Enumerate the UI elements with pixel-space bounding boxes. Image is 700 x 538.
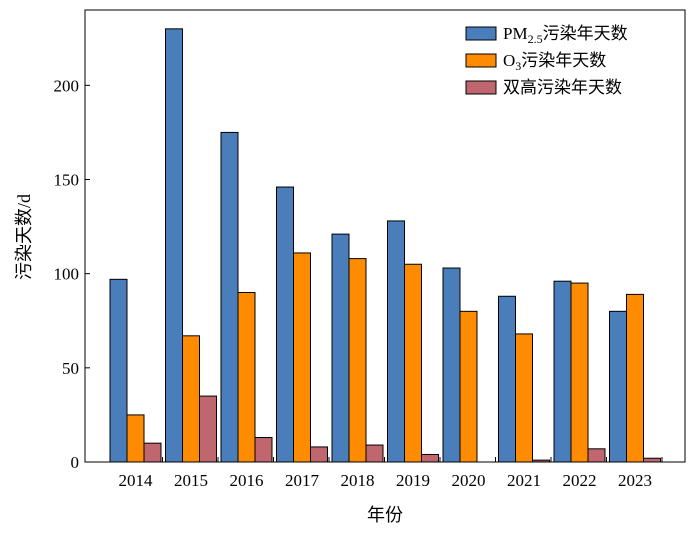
y-tick-label: 0 (71, 453, 80, 472)
bar-2022-series-3 (587, 448, 606, 463)
bar-2017-series-1 (276, 186, 294, 463)
legend-swatch (465, 53, 497, 68)
y-axis-title: 污染天数/d (14, 194, 34, 280)
bar-2023-series-3 (643, 457, 661, 463)
axes-layer: 0 50 100 150 200 2014 2015 2016 2017 2018 2019 2020… (54, 9, 686, 490)
bar-2014-series-2 (126, 414, 145, 463)
x-tick-label: 2022 (563, 471, 597, 490)
y-tick-label: 150 (54, 171, 80, 190)
bar-2014-series-1 (109, 278, 128, 463)
y-tick-label: 200 (54, 76, 80, 95)
legend-label: 双高污染年天数 (503, 78, 622, 97)
bar-2018-series-1 (331, 233, 350, 463)
bar-2015-series-1 (165, 28, 183, 463)
bar-2016-series-2 (237, 292, 256, 463)
bar-2019-series-1 (387, 220, 405, 463)
x-tick-label: 2023 (618, 471, 652, 490)
legend-label: PM2.5污染年天数 (503, 24, 628, 46)
bar-2021-series-1 (498, 295, 516, 463)
bar-2023-series-2 (626, 293, 644, 463)
legend-label: O3污染年天数 (503, 51, 606, 73)
x-axis-title: 年份 (367, 505, 403, 525)
bar-2020-series-1 (442, 267, 461, 463)
bar-2016-series-1 (220, 131, 239, 463)
legend-swatch (465, 80, 497, 95)
legend-swatch (465, 26, 497, 41)
bar-2017-series-2 (293, 252, 311, 463)
bar-2019-series-3 (421, 453, 439, 463)
bar-2015-series-3 (199, 395, 217, 463)
bar-2015-series-2 (182, 335, 200, 463)
x-tick-label: 2016 (230, 471, 264, 490)
bar-2018-series-2 (348, 258, 367, 463)
x-tick-label: 2015 (174, 471, 208, 490)
y-tick-label: 100 (54, 265, 80, 284)
bar-2022-series-2 (570, 282, 589, 463)
bar-2019-series-2 (404, 263, 422, 463)
bar-2016-series-3 (254, 437, 273, 463)
bars-layer (109, 28, 661, 463)
x-tick-label: 2017 (285, 471, 320, 490)
x-tick-label: 2021 (507, 471, 541, 490)
bar-2017-series-3 (310, 446, 328, 463)
x-tick-label: 2014 (119, 471, 154, 490)
x-tick-label: 2019 (396, 471, 430, 490)
x-tick-label: 2020 (452, 471, 486, 490)
bar-2022-series-1 (553, 280, 572, 463)
bar-2018-series-3 (365, 444, 384, 463)
bar-2020-series-2 (459, 310, 478, 463)
bar-2023-series-1 (609, 310, 627, 463)
bar-2014-series-3 (143, 442, 162, 463)
bar-2021-series-2 (515, 333, 533, 463)
x-tick-label: 2018 (341, 471, 375, 490)
y-tick-label: 50 (62, 359, 79, 378)
